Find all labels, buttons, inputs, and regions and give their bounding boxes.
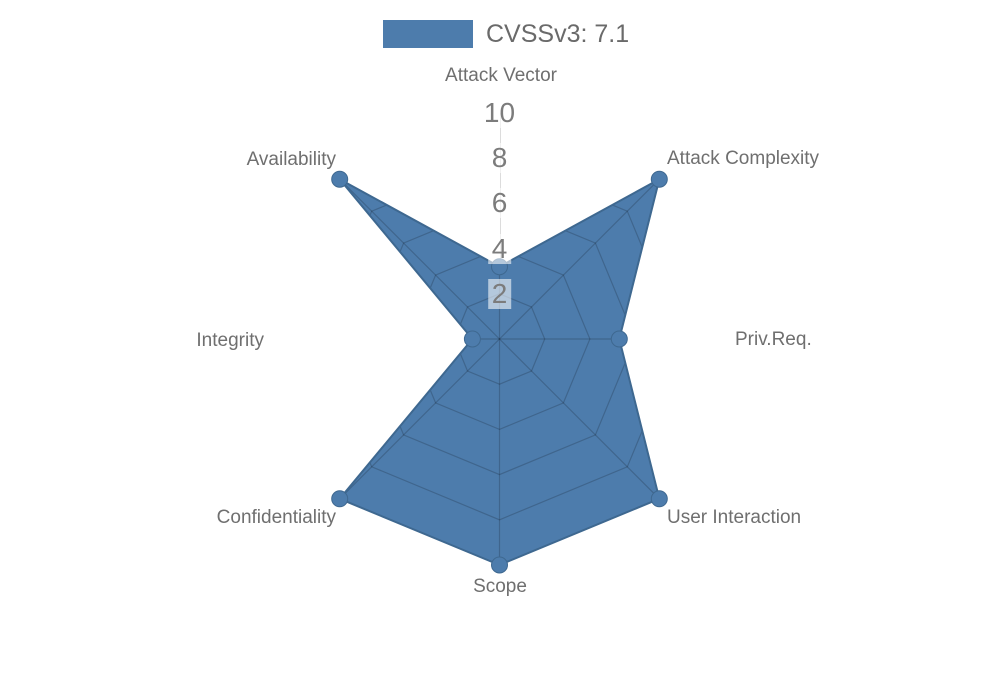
vertex-dot xyxy=(331,170,349,188)
axis-label-integrity: Integrity xyxy=(196,330,264,351)
axis-label-scope: Scope xyxy=(473,576,527,597)
legend-label: CVSSv3: 7.1 xyxy=(486,20,630,48)
axis-label-user-interaction: User Interaction xyxy=(667,507,802,528)
radial-tick-label: 8 xyxy=(487,143,512,174)
radar-fill-polygon xyxy=(339,179,660,565)
vertex-dot xyxy=(491,556,508,574)
vertex-dot xyxy=(463,330,481,348)
vertex-dot xyxy=(610,330,628,348)
axis-label-attack-vector: Attack Vector xyxy=(445,65,557,86)
radial-axis-line xyxy=(499,113,501,339)
legend-swatch xyxy=(383,20,473,48)
radial-tick-label: 6 xyxy=(487,188,512,219)
vertex-dot xyxy=(331,490,349,508)
axis-label-confidentiality: Confidentiality xyxy=(216,507,336,528)
vertex-dot xyxy=(650,170,668,188)
radial-tick-label: 4 xyxy=(487,233,512,264)
axis-label-priv-req: Priv.Req. xyxy=(735,329,812,350)
radial-tick-label: 10 xyxy=(479,98,520,128)
axis-label-availability: Availability xyxy=(246,149,336,170)
vertex-dot xyxy=(650,490,668,508)
radial-tick-label: 2 xyxy=(487,278,512,309)
legend: CVSSv3: 7.1 xyxy=(383,20,629,48)
axis-label-attack-complexity: Attack Complexity xyxy=(667,148,820,169)
